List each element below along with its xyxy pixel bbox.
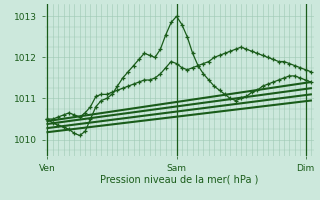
X-axis label: Pression niveau de la mer( hPa ): Pression niveau de la mer( hPa ) <box>100 174 258 184</box>
